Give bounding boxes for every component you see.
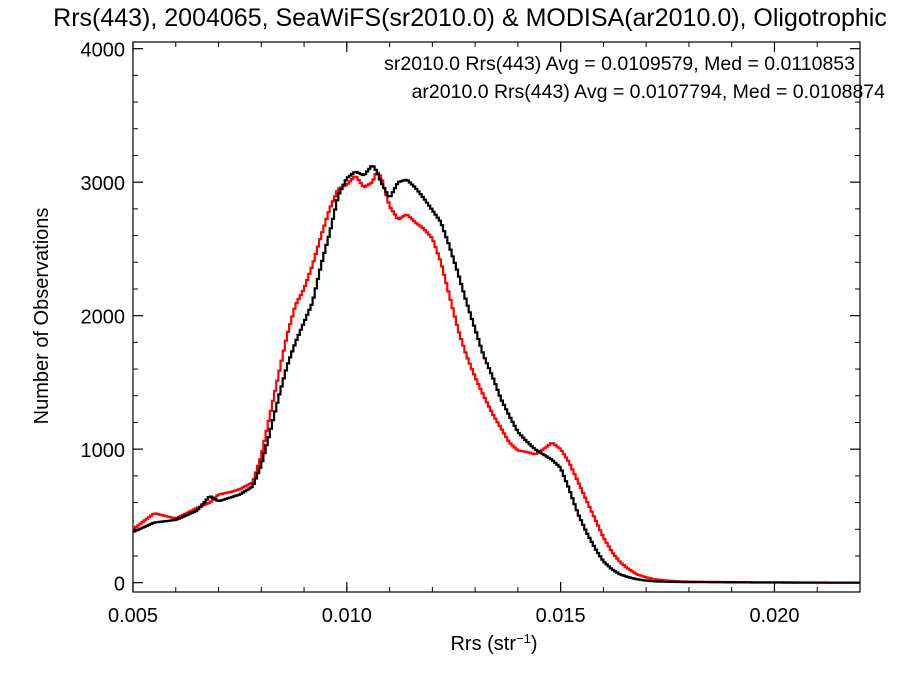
x-axis-label-main: Rrs (str: [450, 633, 516, 655]
y-tick-label: 2000: [81, 307, 126, 329]
y-axis-label: Number of Observations: [31, 208, 53, 425]
y-tick-label: 3000: [81, 173, 126, 195]
y-tick-label: 1000: [81, 440, 126, 462]
series-line-sr2010: [133, 165, 860, 584]
y-tick-label: 4000: [81, 40, 126, 62]
x-axis-label-superscript: −1: [516, 631, 531, 646]
x-axis-label-close: ): [531, 633, 538, 655]
plot-frame: [132, 41, 861, 593]
series-line-ar2010: [133, 171, 860, 584]
y-tick-label: 0: [114, 574, 125, 596]
x-tick-label: 0.005: [108, 605, 158, 627]
x-tick-label: 0.010: [322, 605, 372, 627]
chart-title: Rrs(443), 2004065, SeaWiFS(sr2010.0) & M…: [53, 4, 887, 32]
legend-entry-ar2010: ar2010.0 Rrs(443) Avg = 0.0107794, Med =…: [412, 81, 886, 103]
y-axis-ticks: 0 1000 2000 3000 4000: [81, 40, 860, 596]
legend-entry-sr2010: sr2010.0 Rrs(443) Avg = 0.0109579, Med =…: [384, 53, 855, 75]
x-axis-label: Rrs (str−1): [450, 631, 537, 655]
x-axis-ticks: 0.005 0.010 0.015 0.020: [108, 42, 861, 627]
series-layer: [133, 165, 860, 584]
x-tick-label: 0.015: [536, 605, 586, 627]
x-tick-label: 0.020: [749, 605, 799, 627]
